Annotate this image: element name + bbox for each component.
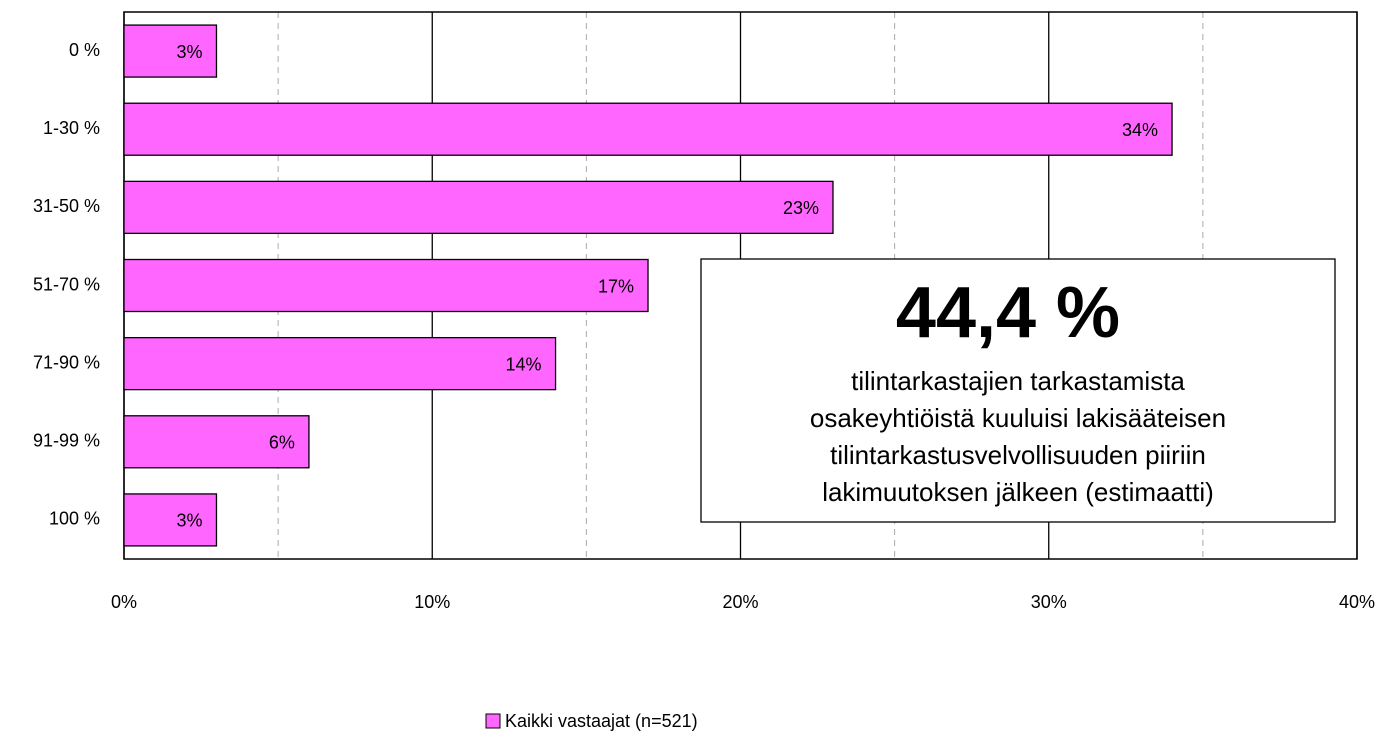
- y-tick-label: 91-99 %: [33, 431, 100, 451]
- data-label: 14%: [506, 354, 542, 374]
- annotation-line: osakeyhtiöistä kuuluisi lakisääteisen: [810, 403, 1226, 433]
- legend-swatch: [485, 713, 501, 729]
- data-label: 3%: [176, 511, 202, 531]
- data-label: 3%: [176, 42, 202, 62]
- data-label: 17%: [598, 276, 634, 296]
- x-tick-label: 0%: [111, 592, 137, 612]
- y-tick-label: 31-50 %: [33, 196, 100, 216]
- legend-label: Kaikki vastaajat (n=521): [505, 711, 698, 731]
- annotation-headline: 44,4 %: [896, 273, 1120, 353]
- bar: [123, 415, 310, 469]
- x-tick-label: 40%: [1339, 592, 1375, 612]
- x-tick-label: 10%: [414, 592, 450, 612]
- x-tick-label: 20%: [722, 592, 758, 612]
- data-label: 23%: [783, 198, 819, 218]
- y-tick-label: 0 %: [69, 40, 100, 60]
- data-label: 34%: [1122, 120, 1158, 140]
- annotation-line: lakimuutoksen jälkeen (estimaatti): [822, 477, 1214, 507]
- bar: [123, 102, 1173, 156]
- annotation-box: [700, 258, 1336, 523]
- bar: [123, 493, 218, 547]
- annotation-line: tilintarkastusvelvollisuuden piiriin: [830, 440, 1206, 470]
- annotation-line: tilintarkastajien tarkastamista: [851, 366, 1185, 396]
- bar: [123, 24, 218, 78]
- y-tick-label: 51-70 %: [33, 274, 100, 294]
- y-tick-label: 71-90 %: [33, 352, 100, 372]
- y-tick-label: 1-30 %: [43, 118, 100, 138]
- bar: [123, 180, 834, 235]
- bar: [123, 336, 557, 391]
- y-tick-label: 100 %: [49, 509, 100, 529]
- data-label: 6%: [269, 433, 295, 453]
- bar: [123, 258, 649, 313]
- x-tick-label: 30%: [1031, 592, 1067, 612]
